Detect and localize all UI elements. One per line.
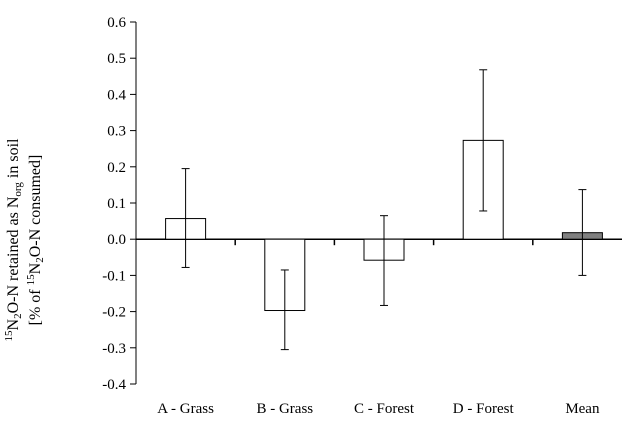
x-tick-label: D - Forest: [453, 401, 515, 417]
y-axis-title: 15N2O-N retained as Norg in soil [% of 1…: [3, 138, 46, 341]
y-tick-label: 0.0: [107, 232, 126, 248]
y-tick-label: 0.2: [107, 160, 126, 176]
y-tick-label: 0.5: [107, 51, 126, 67]
y-tick-label: 0.3: [107, 124, 126, 140]
y-axis-title-line-1: 15N2O-N retained as Norg in soil: [3, 138, 24, 341]
y-tick-label: -0.2: [102, 305, 126, 321]
x-tick-label: C - Forest: [354, 401, 415, 417]
y-tick-label: 0.4: [107, 87, 126, 103]
x-tick-label: Mean: [565, 401, 600, 417]
x-tick-label: A - Grass: [157, 401, 214, 417]
y-tick-label: -0.1: [102, 268, 126, 284]
plot-area: -0.4 -0.3 -0.2 -0.1 0.0 0.1 0.2 0.3 0.4 0.5 0.6 A -…: [102, 15, 622, 417]
y-tick-label: -0.3: [102, 341, 126, 357]
y-tick-label: -0.4: [102, 377, 126, 393]
y-tick-label: 0.1: [107, 196, 126, 212]
y-tick-label: 0.6: [107, 15, 126, 31]
x-tick-label: B - Grass: [256, 401, 313, 417]
y-axis-title-line-2: [% of 15N2O-N consumed]: [25, 155, 46, 326]
